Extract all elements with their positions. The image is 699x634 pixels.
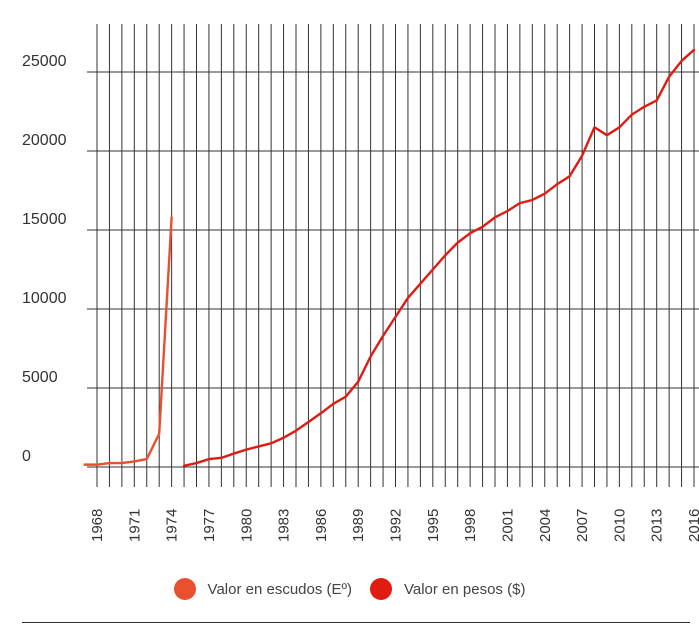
x-tick-label-1998: 1998 — [462, 509, 479, 542]
x-tick-label-2013: 2013 — [649, 509, 666, 542]
legend-swatch-pesos — [369, 578, 392, 600]
y-tick-label-10000: 10000 — [22, 290, 67, 307]
vertical-gridlines — [96, 24, 695, 487]
x-tick-label-2007: 2007 — [574, 509, 591, 542]
x-tick-label-1968: 1968 — [89, 509, 106, 542]
x-tick-label-1980: 1980 — [238, 509, 255, 542]
y-tick-label-20000: 20000 — [22, 132, 67, 149]
y-tick-label-0: 0 — [22, 448, 31, 465]
legend-item-escudos[interactable]: Valor en escudos (Eº) — [173, 578, 352, 600]
y-tick-label-5000: 5000 — [22, 369, 58, 386]
x-tick-label-2001: 2001 — [499, 509, 516, 542]
x-tick-label-1983: 1983 — [276, 509, 293, 542]
x-tick-label-1986: 1986 — [313, 509, 330, 542]
x-tick-label-2004: 2004 — [537, 509, 554, 542]
x-tick-label-1977: 1977 — [201, 509, 218, 542]
y-tick-label-15000: 15000 — [22, 211, 67, 228]
x-tick-label-1989: 1989 — [350, 509, 367, 542]
x-tick-label-1995: 1995 — [425, 509, 442, 542]
x-tick-label-1974: 1974 — [164, 509, 181, 542]
legend-item-pesos[interactable]: Valor en pesos ($) — [369, 578, 526, 600]
y-axis-tick-labels: 0 5000 10000 15000 20000 25000 — [22, 53, 67, 465]
legend-swatch-escudos — [173, 578, 196, 600]
bottom-divider — [22, 622, 690, 623]
legend: Valor en escudos (Eº) Valor en pesos ($) — [0, 578, 699, 600]
series-line-1 — [182, 48, 696, 467]
series-lines — [83, 48, 696, 467]
y-tick-label-25000: 25000 — [22, 53, 67, 70]
x-axis-tick-labels: 1968 1971 1974 1977 1980 1983 1986 1989 1992 1995… — [89, 509, 699, 542]
series-line-0 — [83, 216, 173, 466]
x-tick-label-2010: 2010 — [611, 509, 628, 542]
x-tick-label-1992: 1992 — [388, 509, 405, 542]
x-tick-label-2016: 2016 — [686, 509, 699, 542]
legend-label-pesos: Valor en pesos ($) — [403, 580, 526, 598]
legend-label-escudos: Valor en escudos (Eº) — [207, 580, 352, 598]
horizontal-gridlines — [87, 71, 699, 468]
x-tick-label-1971: 1971 — [126, 509, 143, 542]
